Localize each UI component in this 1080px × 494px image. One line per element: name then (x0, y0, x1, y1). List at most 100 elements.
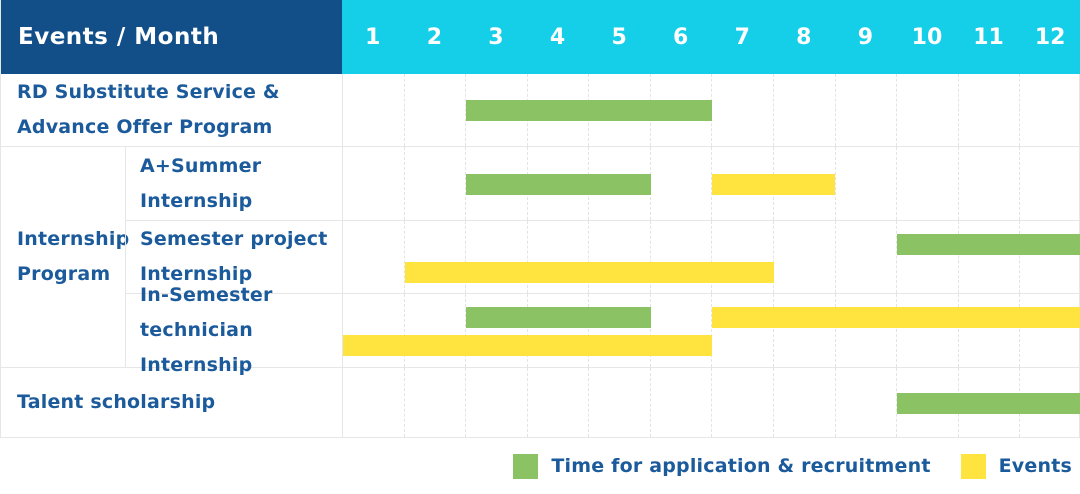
month-gridline (774, 368, 836, 437)
month-gridline (959, 221, 1021, 293)
month-gridline (405, 147, 467, 220)
header-month-row: 1 2 3 4 5 6 7 8 9 10 11 12 (342, 0, 1080, 74)
bar-events-months-7-8 (712, 173, 835, 195)
month-gridline (897, 294, 959, 367)
month-gridline (651, 221, 713, 293)
month-gridline (528, 368, 590, 437)
month-header-3: 3 (488, 24, 504, 50)
month-gridline (959, 74, 1021, 146)
group-label-text: Internship Program (17, 228, 130, 285)
month-header-1: 1 (365, 24, 381, 50)
legend: Time for application & recruitment Events (0, 438, 1080, 494)
group-label-internship-program: Internship Program (1, 147, 129, 368)
month-gridline (343, 368, 405, 437)
row-label-text: RD Substitute Service & Advance Offer Pr… (17, 81, 280, 138)
month-gridline (589, 368, 651, 437)
bar-recruitment-months-3-6 (466, 100, 712, 121)
month-gridline (774, 147, 836, 220)
month-gridline (774, 74, 836, 146)
chart-row-talent-scholarship (342, 368, 1080, 438)
month-gridline (405, 74, 467, 146)
legend-swatch-events (960, 453, 986, 479)
chart-row-in-semester-technician-internship (342, 294, 1080, 368)
month-gridline (589, 221, 651, 293)
month-gridline (405, 221, 467, 293)
month-header-2: 2 (426, 24, 443, 50)
month-gridline (712, 368, 775, 437)
row-label-talent-scholarship: Talent scholarship (1, 368, 342, 438)
row-label-in-semester-technician-internship: In-Semester technician Internship (125, 284, 342, 376)
legend-label-recruitment: Time for application & recruitment (551, 455, 931, 477)
bar-recruitment-months-3-5 (466, 307, 651, 328)
month-gridline (343, 74, 405, 146)
header-events-month-label: Events / Month (18, 24, 220, 50)
month-gridline (712, 74, 775, 146)
row-label-text: A+Summer Internship (140, 154, 262, 212)
chart-row-rd-substitute-service (342, 74, 1080, 147)
month-gridline (1020, 74, 1080, 146)
month-gridline (774, 221, 836, 293)
month-gridline (651, 294, 713, 367)
bar-recruitment-months-10-12 (896, 234, 1080, 255)
month-gridline (343, 147, 405, 220)
row-label-text: Semester project Internship (140, 228, 328, 285)
month-header-8: 8 (796, 24, 812, 50)
month-gridline (405, 368, 467, 437)
month-gridline (959, 294, 1021, 367)
month-header-6: 6 (673, 24, 689, 50)
row-label-rd-substitute-service: RD Substitute Service & Advance Offer Pr… (1, 74, 342, 147)
row-label-text: In-Semester technician Internship (140, 284, 273, 376)
bar-events-months-2-7 (404, 262, 774, 283)
month-gridline (836, 147, 898, 220)
month-gridline (959, 147, 1021, 220)
row-label-a-plus-summer-internship: A+Summer Internship (125, 147, 342, 221)
month-gridline (836, 368, 898, 437)
month-gridline (528, 294, 590, 367)
month-gridline (466, 221, 528, 293)
month-header-10: 10 (911, 24, 943, 50)
month-gridline (897, 74, 959, 146)
month-gridline (897, 147, 959, 220)
legend-label-events: Events (998, 455, 1072, 477)
legend-item-recruitment: Time for application & recruitment (513, 453, 931, 479)
month-header-11: 11 (973, 24, 1004, 50)
month-gridline (405, 294, 467, 367)
month-gridline (466, 294, 528, 367)
month-gridline (836, 221, 898, 293)
month-gridline (589, 294, 651, 367)
chart-row-a-plus-summer-internship (342, 147, 1080, 221)
month-gridlines (343, 294, 1080, 367)
month-gridline (897, 221, 959, 293)
row-label-text: Talent scholarship (17, 391, 216, 413)
schedule-table: Events / Month 1 2 3 4 5 6 7 8 9 10 11 12 RD Substi… (0, 0, 1080, 438)
month-header-7: 7 (734, 24, 750, 50)
month-gridline (1020, 221, 1080, 293)
row-label-semester-project-internship: Semester project Internship (125, 221, 342, 294)
month-gridline (712, 221, 775, 293)
bar-recruitment-months-3-5 (466, 173, 651, 195)
legend-swatch-recruitment (513, 453, 539, 479)
month-header-5: 5 (611, 24, 627, 50)
month-gridline (466, 368, 528, 437)
month-gridlines (343, 221, 1080, 293)
bar-events-months-1-6 (343, 335, 712, 356)
month-gridline (836, 74, 898, 146)
chart-row-semester-project-internship (342, 221, 1080, 294)
month-gridline (651, 368, 713, 437)
month-header-12: 12 (1034, 24, 1066, 50)
month-gridline (1020, 294, 1080, 367)
header-events-month-cell: Events / Month (1, 0, 342, 74)
bar-recruitment-months-10-12 (896, 392, 1080, 414)
month-header-9: 9 (857, 24, 874, 50)
month-gridline (343, 221, 405, 293)
legend-item-events: Events (960, 453, 1072, 479)
bar-events-months-7-12 (712, 307, 1080, 328)
month-header-4: 4 (549, 24, 566, 50)
month-gridline (651, 147, 713, 220)
month-gridline (343, 294, 405, 367)
month-gridline (712, 294, 775, 367)
month-gridline (528, 221, 590, 293)
month-gridline (1020, 147, 1080, 220)
month-gridline (774, 294, 836, 367)
